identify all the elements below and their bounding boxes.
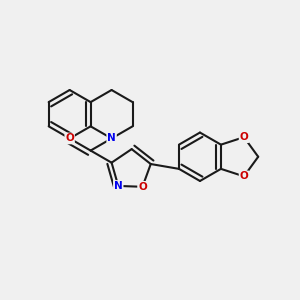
Text: N: N [114,181,123,191]
Text: N: N [107,134,116,143]
Text: O: O [65,134,74,143]
Text: O: O [240,132,248,142]
Text: O: O [138,182,147,192]
Text: O: O [240,171,248,182]
